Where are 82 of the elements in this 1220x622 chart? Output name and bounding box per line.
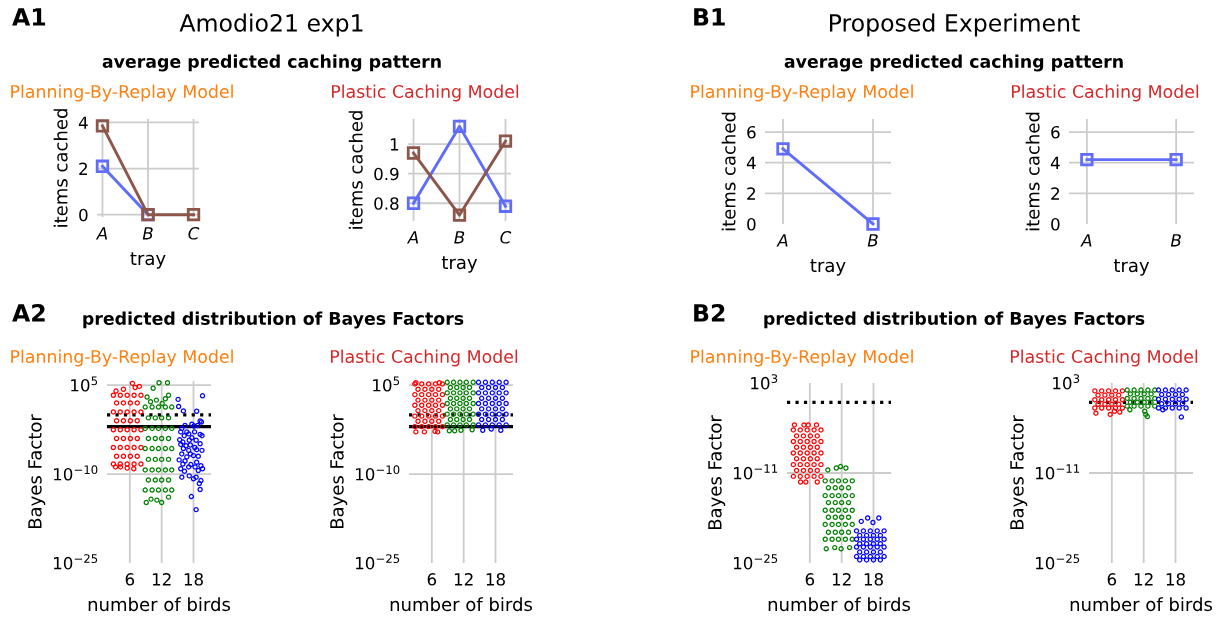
chart-title: Plastic Caching Model (1010, 349, 1198, 367)
x-tick-label: A (95, 227, 108, 240)
y-tick-label: 2 (79, 162, 87, 175)
y-tick-label: 0 (747, 217, 756, 231)
chart-title: Planning-By-Replay Model (691, 349, 913, 367)
text: B2 (694, 303, 725, 322)
y-tick-label: 10$^{3}$ (1053, 374, 1080, 390)
x-axis-title: tray (1113, 259, 1150, 276)
x-tick-label: 12 (1134, 573, 1153, 586)
y-axis-title: Bayes Factor (1010, 415, 1028, 530)
x-tick-label: 18 (864, 573, 883, 586)
x-tick-label: 6 (125, 573, 135, 586)
chart-title: Planning-By-Replay Model (691, 84, 913, 102)
text: average predicted caching pattern (102, 54, 441, 72)
y-tick-label: 10$^{−11}$ (1036, 464, 1080, 480)
x-tick-label: B (454, 231, 465, 244)
x-tick-label: 6 (1107, 573, 1117, 586)
y-axis-title: items cached (53, 109, 68, 227)
chart-title: Planning-By-Replay Model (11, 84, 233, 102)
y-tick-label: 6 (747, 125, 756, 139)
chart-title: Plastic Caching Model (331, 84, 519, 102)
y-tick-label: 4 (746, 156, 756, 170)
y-tick-label: 10$^{−25}$ (1036, 554, 1080, 570)
y-axis-title: items cached (1025, 112, 1040, 231)
x-axis-title: tray (130, 252, 166, 269)
text: average predicted caching pattern (784, 54, 1123, 72)
y-tick-label: 10$^{−10}$ (54, 465, 98, 481)
y-tick-label: 6 (1051, 125, 1060, 139)
y-axis-title: Bayes Factor (708, 415, 726, 530)
y-tick-label: 0.9 (374, 167, 399, 181)
y-axis-title: items cached (721, 112, 736, 231)
x-tick-label: A (1080, 234, 1092, 247)
y-tick-label: 1 (390, 138, 399, 151)
text: Proposed Experiment (830, 13, 1080, 37)
chart-title: Plastic Caching Model (1011, 84, 1199, 102)
x-tick-label: A (406, 231, 419, 244)
y-tick-label: 2 (747, 187, 755, 200)
chart-title: Planning-By-Replay Model (11, 349, 233, 367)
y-tick-label: 4 (78, 116, 88, 129)
y-tick-label: 2 (1051, 187, 1059, 200)
x-tick-label: 12 (152, 573, 171, 586)
y-tick-label: 10$^{3}$ (751, 374, 778, 390)
text: A1 (12, 8, 46, 26)
x-tick-label: B (1170, 234, 1181, 247)
x-tick-label: A (776, 234, 788, 247)
chart-title: Plastic Caching Model (330, 349, 518, 367)
x-tick-label: 12 (454, 573, 473, 586)
x-axis-title: number of birds (390, 597, 533, 612)
text: Amodio21 exp1 (179, 13, 363, 37)
y-tick-label: 10$^{5}$ (71, 376, 98, 392)
y-tick-label: 10$^{5}$ (373, 376, 400, 392)
text: B1 (694, 8, 725, 26)
y-tick-label: 0 (79, 208, 88, 222)
y-axis-title: items cached (348, 111, 363, 229)
y-tick-label: 10$^{−25}$ (734, 554, 778, 570)
x-tick-label: 6 (805, 573, 815, 586)
x-tick-label: C (188, 227, 200, 240)
x-axis-title: number of birds (1070, 597, 1213, 612)
y-tick-label: 0.8 (374, 197, 399, 210)
x-tick-label: 18 (1166, 573, 1185, 586)
x-tick-label: 6 (427, 573, 437, 586)
y-tick-label: 10$^{−25}$ (356, 554, 400, 570)
x-tick-label: 18 (184, 573, 203, 586)
y-tick-label: 0 (1051, 217, 1060, 231)
y-tick-label: 4 (1050, 156, 1060, 170)
text: predicted distribution of Bayes Factors (764, 311, 1145, 329)
y-axis-title: Bayes Factor (330, 414, 348, 529)
y-tick-label: 10$^{−25}$ (54, 554, 98, 570)
x-tick-label: 12 (832, 573, 851, 586)
y-tick-label: 10$^{−10}$ (356, 465, 400, 481)
x-tick-label: B (867, 234, 878, 247)
x-tick-label: B (142, 227, 153, 240)
x-axis-title: tray (441, 256, 478, 273)
x-axis-title: number of birds (88, 597, 231, 612)
text: A2 (12, 303, 45, 322)
x-tick-label: 18 (486, 573, 505, 586)
text: predicted distribution of Bayes Factors (83, 311, 464, 329)
x-axis-title: tray (810, 259, 846, 276)
y-axis-title: Bayes Factor (28, 414, 46, 529)
y-tick-label: 10$^{−11}$ (734, 464, 778, 480)
x-axis-title: number of birds (768, 597, 911, 612)
x-tick-label: C (500, 231, 512, 244)
